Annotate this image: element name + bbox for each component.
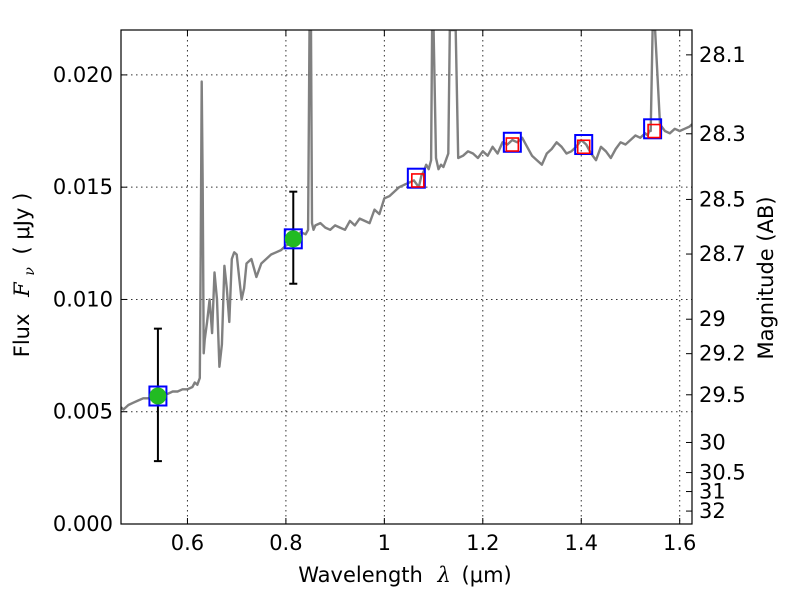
x-tick-label: 0.8 xyxy=(269,531,302,555)
y-tick-label: 0.005 xyxy=(53,400,113,424)
mag-tick-label: 31 xyxy=(699,480,726,504)
grid-layer xyxy=(121,30,692,525)
plot-layer xyxy=(121,30,692,463)
y-tick-label: 0.015 xyxy=(53,175,113,199)
y-tick-label: 0.000 xyxy=(53,512,113,536)
x-axis-label: Wavelength λ (μm) xyxy=(298,563,511,587)
y-tick-label: 0.010 xyxy=(53,287,113,311)
y2-axis-label: Magnitude (AB) xyxy=(754,196,778,359)
detection-point xyxy=(284,230,302,248)
mag-tick-label: 28.1 xyxy=(699,43,746,67)
x-tick-label: 1.2 xyxy=(466,531,499,555)
x-tick-label: 1.4 xyxy=(565,531,598,555)
x-tick-label: 0.6 xyxy=(171,531,204,555)
y-axis-label: Flux F ν ( μJy ) xyxy=(10,193,39,358)
tick-layer: 0.6 0.8 1 1.2 1.4 1.6 0.000 0.005 0.010 0.015 0.02… xyxy=(53,30,746,555)
mag-tick-label: 29.5 xyxy=(699,383,746,407)
observed-upper-limit-box xyxy=(505,137,520,152)
mag-tick-label: 29.2 xyxy=(699,342,746,366)
x-tick-label: 1 xyxy=(378,531,391,555)
plot-frame xyxy=(120,29,693,525)
observed-upper-limit-box xyxy=(576,139,591,155)
mag-tick-label: 28.3 xyxy=(699,122,746,146)
spectrum-line xyxy=(121,30,692,411)
mag-tick-label: 30 xyxy=(699,430,726,454)
x-tick-label: 1.6 xyxy=(663,531,696,555)
mag-tick-label: 28.5 xyxy=(699,187,746,211)
mag-tick-label: 30.5 xyxy=(699,461,746,485)
observed-upper-limit-box xyxy=(647,123,661,139)
observed-upper-limit-box xyxy=(411,173,425,188)
mag-tick-label: 32 xyxy=(699,499,726,523)
y-tick-label: 0.020 xyxy=(53,63,113,87)
mag-tick-label: 28.7 xyxy=(699,242,746,266)
detection-point xyxy=(149,387,167,405)
mag-tick-label: 29 xyxy=(699,307,726,331)
